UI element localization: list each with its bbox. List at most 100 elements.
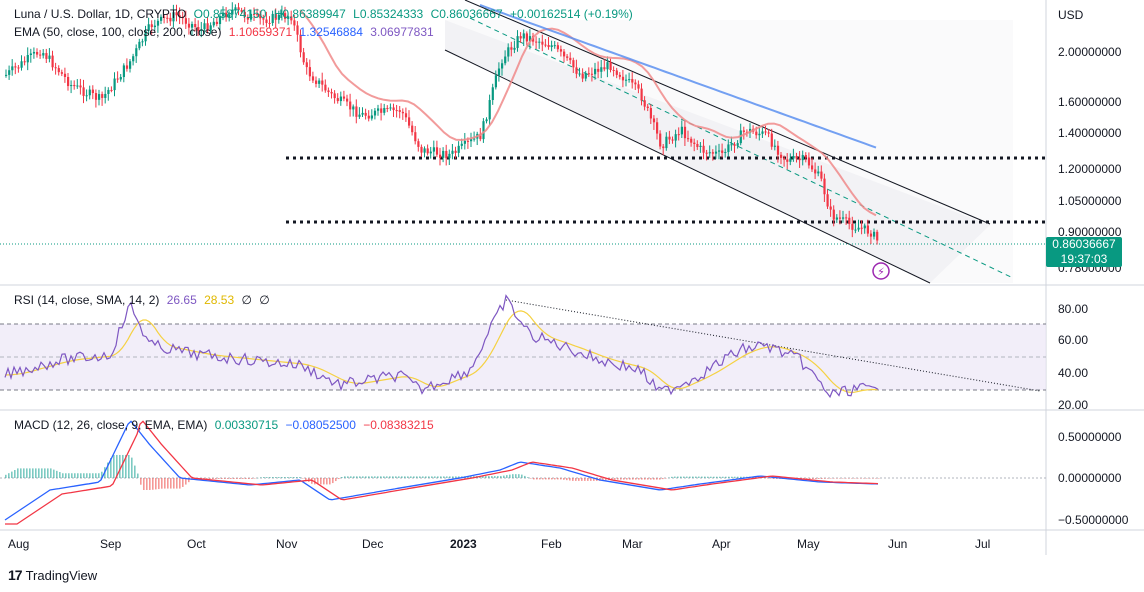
candle-body bbox=[119, 77, 122, 80]
candle-body bbox=[153, 25, 156, 28]
candle-body bbox=[711, 152, 714, 154]
time-axis-ticks: Aug Sep Oct Nov Dec 2023 Feb Mar Apr May Jun Jul bbox=[8, 537, 990, 551]
ohlc-open: O0.85874150 bbox=[193, 7, 267, 21]
macd-hist-bar bbox=[230, 478, 232, 479]
tradingview-brand[interactable]: 17 TradingView bbox=[8, 567, 97, 583]
candle-body bbox=[302, 52, 305, 63]
candle-body bbox=[48, 55, 51, 59]
macd-hist-bar bbox=[362, 476, 364, 478]
candle-body bbox=[439, 154, 442, 158]
candle-body bbox=[597, 68, 600, 72]
candle-body bbox=[705, 152, 708, 154]
macd-hist-bar bbox=[650, 478, 652, 480]
rsi-legend[interactable]: RSI (14, close, SMA, 14, 2) 26.65 28.53 … bbox=[14, 293, 274, 307]
candle-body bbox=[538, 41, 541, 43]
candle-body bbox=[315, 80, 318, 84]
candle-body bbox=[693, 142, 696, 144]
macd-hist-bar bbox=[815, 478, 817, 479]
macd-hist-bar bbox=[95, 473, 97, 478]
candle-body bbox=[773, 145, 776, 147]
macd-hist-bar bbox=[431, 476, 433, 478]
macd-hist-bar bbox=[350, 476, 352, 478]
candle-body bbox=[11, 66, 14, 71]
candle-body bbox=[222, 12, 225, 17]
price-tick-label: 1.05000000 bbox=[1058, 194, 1122, 208]
candle-body bbox=[525, 33, 528, 42]
candle-body bbox=[82, 87, 85, 96]
ema-legend[interactable]: EMA (50, close, 100, close, 200, close) … bbox=[14, 25, 438, 39]
candle-body bbox=[445, 150, 448, 159]
macd-hist-bar bbox=[623, 478, 625, 480]
candle-body bbox=[761, 131, 764, 134]
candle-body bbox=[197, 27, 200, 31]
candle-body bbox=[665, 136, 668, 149]
price-tick-label: 1.60000000 bbox=[1058, 95, 1122, 109]
candle-body bbox=[442, 150, 445, 158]
candle-body bbox=[160, 16, 163, 21]
candle-body bbox=[727, 144, 730, 153]
candle-body bbox=[206, 23, 209, 31]
candle-body bbox=[91, 89, 94, 94]
macd-hist-bar bbox=[560, 478, 562, 480]
candle-body bbox=[259, 13, 262, 19]
macd-hist-bar bbox=[260, 477, 262, 478]
candle-body bbox=[587, 73, 590, 75]
candle-body bbox=[547, 44, 550, 48]
rsi-label: RSI (14, close, SMA, 14, 2) bbox=[14, 293, 160, 307]
macd-hist-bar bbox=[428, 476, 430, 478]
macd-hist-bar bbox=[542, 478, 544, 480]
candle-body bbox=[268, 22, 271, 24]
candle-body bbox=[318, 80, 321, 84]
macd-hist-bar bbox=[719, 476, 721, 478]
macd-hist-bar bbox=[755, 476, 757, 478]
candle-body bbox=[764, 131, 767, 133]
macd-hist-bar bbox=[206, 478, 208, 479]
last-price-tag: 0.86036667 19:37:03 bbox=[1046, 237, 1122, 267]
macd-hist-bar bbox=[611, 478, 613, 480]
macd-hist-bar bbox=[242, 478, 244, 479]
candle-body bbox=[606, 62, 609, 70]
candle-body bbox=[122, 65, 125, 78]
candle-body bbox=[544, 44, 547, 46]
macd-hist-bar bbox=[332, 478, 334, 484]
candle-body bbox=[163, 16, 166, 18]
candle-body bbox=[600, 67, 603, 72]
candle-body bbox=[370, 115, 373, 119]
macd-hist-bar bbox=[107, 462, 109, 478]
candle-body bbox=[181, 16, 184, 19]
macd-hist-bar bbox=[425, 476, 427, 478]
candle-body bbox=[854, 229, 857, 231]
macd-hist-bar bbox=[74, 473, 76, 478]
macd-hist-bar bbox=[272, 477, 274, 478]
macd-hist-bar bbox=[767, 478, 769, 479]
candle-body bbox=[172, 12, 175, 22]
macd-hist-bar bbox=[674, 476, 676, 478]
macd-hist-bar bbox=[179, 478, 181, 489]
candle-body bbox=[355, 106, 358, 117]
macd-tick-label: 0.00000000 bbox=[1058, 471, 1122, 485]
macd-hist-bar bbox=[692, 476, 694, 478]
candle-body bbox=[566, 56, 569, 58]
macd-hist-bar bbox=[14, 470, 16, 478]
candle-body bbox=[426, 148, 429, 154]
price-tick-label: 1.40000000 bbox=[1058, 126, 1122, 140]
time-tick-label: 2023 bbox=[450, 537, 477, 551]
candle-body bbox=[708, 152, 711, 154]
macd-hist-bar bbox=[389, 476, 391, 478]
macd-hist-bar bbox=[326, 478, 328, 485]
macd-legend[interactable]: MACD (12, 26, close, 9, EMA, EMA) 0.0033… bbox=[14, 418, 438, 432]
candle-body bbox=[277, 14, 280, 20]
candle-body bbox=[702, 145, 705, 153]
macd-hist-bar bbox=[221, 478, 223, 479]
macd-hist-bar bbox=[347, 476, 349, 478]
macd-hist-bar bbox=[263, 477, 265, 478]
candle-body bbox=[742, 130, 745, 132]
price-tick-label: 0.90000000 bbox=[1058, 225, 1122, 239]
macd-hist-bar bbox=[245, 478, 247, 479]
macd-hist-bar bbox=[575, 478, 577, 481]
macd-hist-bar bbox=[71, 473, 73, 478]
symbol-legend[interactable]: Luna / U.S. Dollar, 1D, CRYPTO O0.858741… bbox=[14, 7, 637, 21]
macd-hist-bar bbox=[125, 454, 127, 478]
candle-body bbox=[308, 67, 311, 77]
